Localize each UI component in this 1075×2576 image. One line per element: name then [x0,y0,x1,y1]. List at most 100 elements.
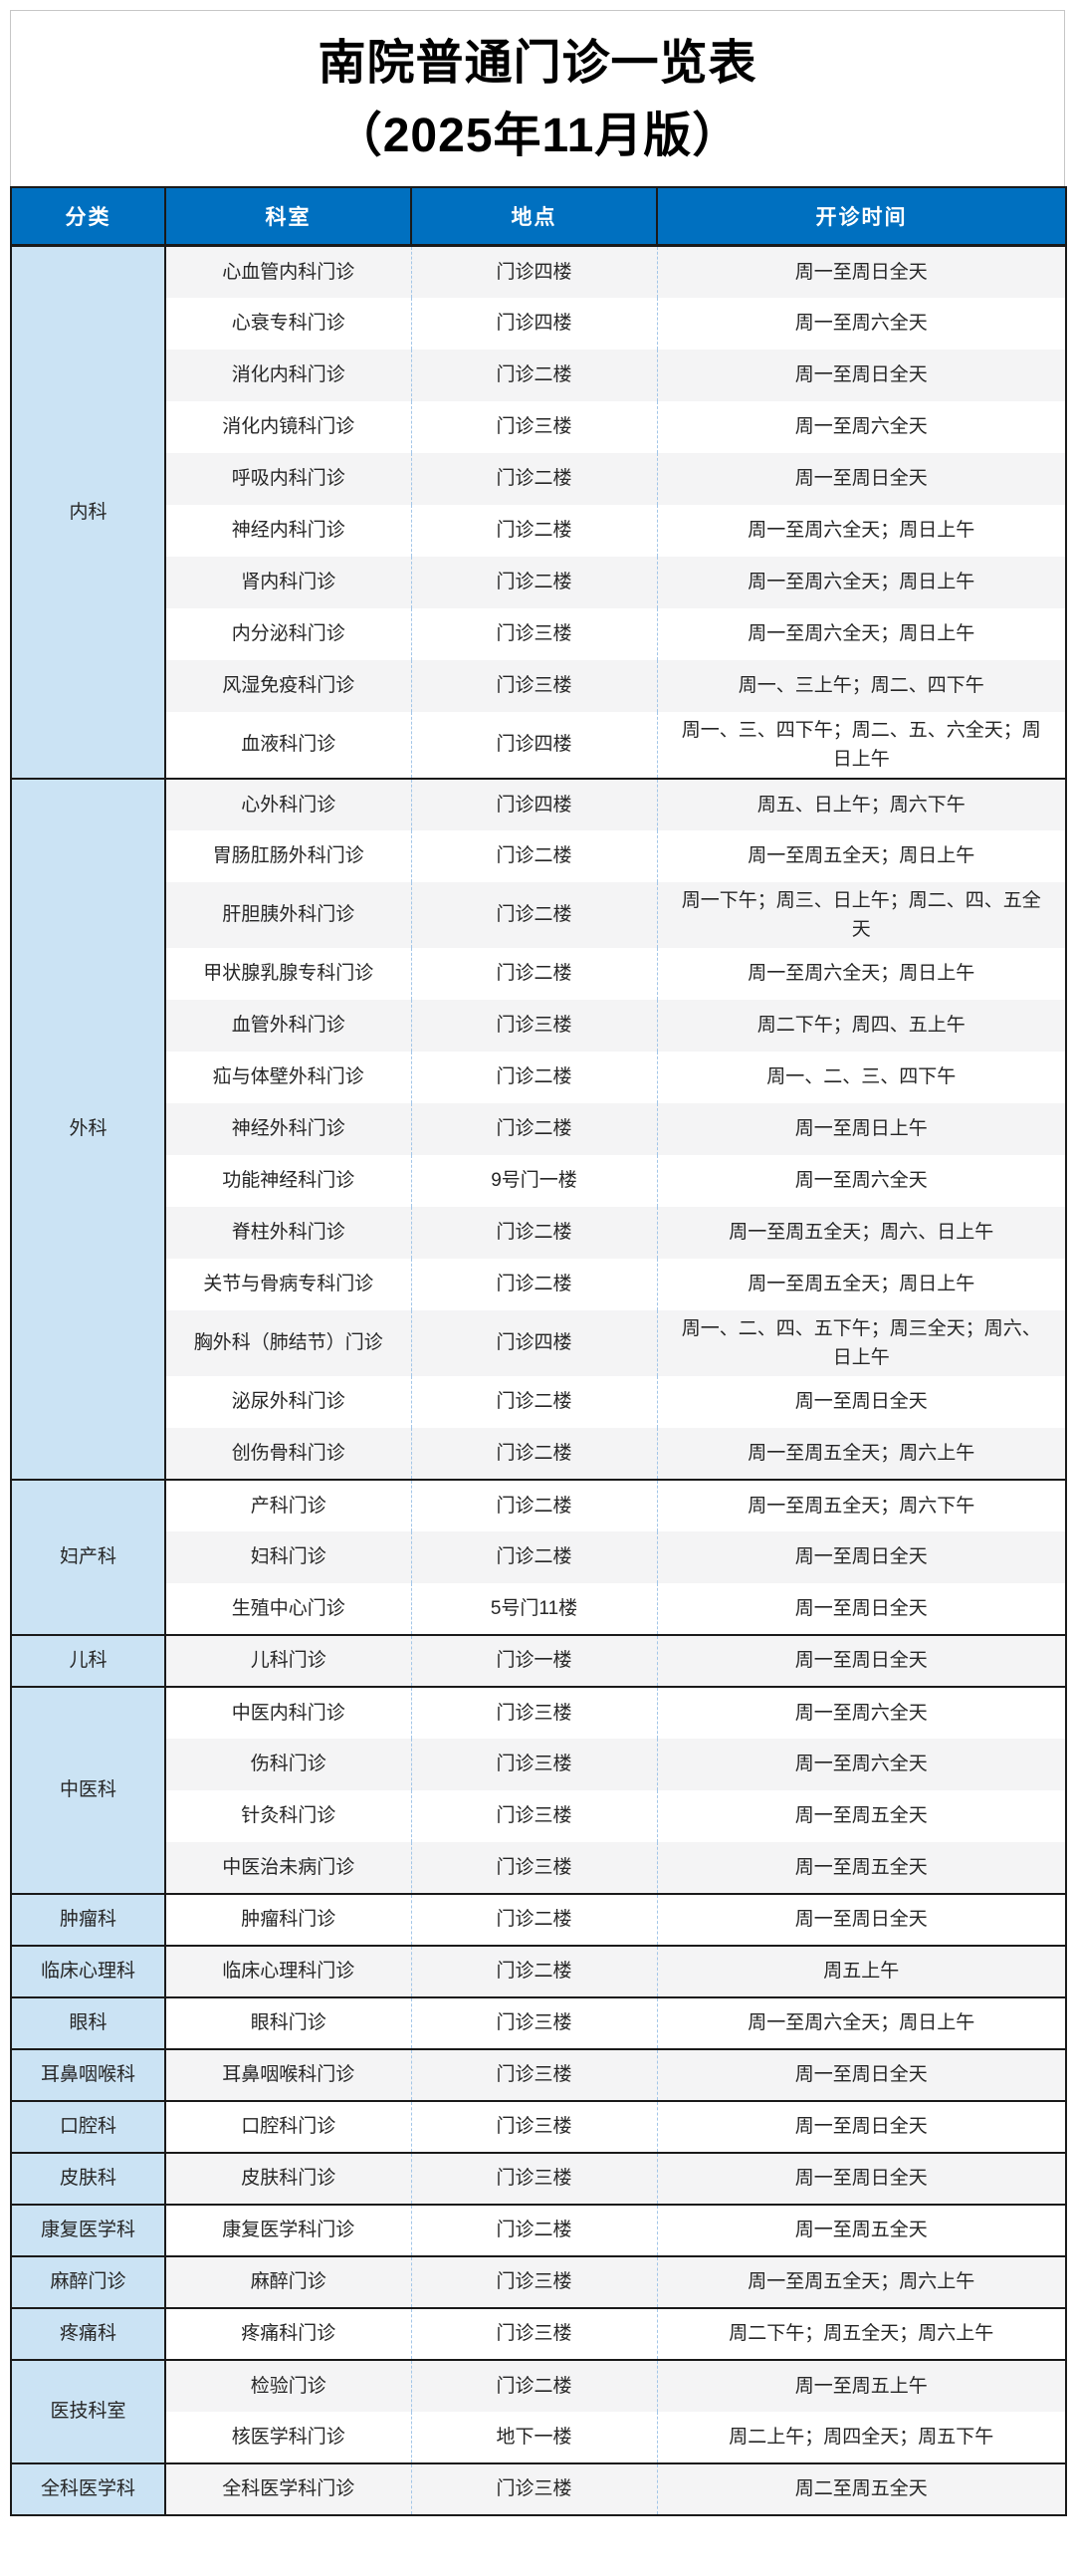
hours-cell: 周一至周六全天；周日上午 [656,607,1066,660]
department-cell: 肿瘤科门诊 [164,1892,411,1946]
hours-cell: 周一至周五全天；周日上午 [656,829,1066,882]
location-cell: 门诊二楼 [410,947,657,1000]
hours-cell: 周一至周五全天 [656,2203,1066,2256]
hours-cell: 周一至周日全天 [656,2047,1066,2101]
table-row: 疼痛科 疼痛科门诊 门诊三楼 周二下午；周五全天；周六上午 [11,2306,1066,2360]
title-block: 南院普通门诊一览表 （2025年11月版） [10,10,1065,186]
department-cell: 脊柱外科门诊 [164,1206,411,1259]
location-cell: 门诊二楼 [410,1375,657,1428]
department-cell: 消化内镜科门诊 [164,400,411,453]
location-cell: 门诊三楼 [410,400,657,453]
hours-cell: 周一至周六全天 [656,297,1066,350]
category-cell: 耳鼻咽喉科 [11,2047,165,2101]
department-cell: 产科门诊 [164,1478,411,1531]
table-row: 风湿免疫科门诊 门诊三楼 周一、三上午；周二、四下午 [11,659,1066,712]
location-cell: 门诊三楼 [410,2461,657,2515]
hours-cell: 周二至周五全天 [656,2461,1066,2515]
location-cell: 门诊三楼 [410,2254,657,2308]
table-row: 耳鼻咽喉科 耳鼻咽喉科门诊 门诊三楼 周一至周日全天 [11,2047,1066,2101]
department-cell: 胃肠肛肠外科门诊 [164,829,411,882]
department-cell: 血管外科门诊 [164,999,411,1052]
table-row: 肝胆胰外科门诊 门诊二楼 周一下午；周三、日上午；周二、四、五全天 [11,881,1066,948]
hours-cell: 周一至周六全天；周日上午 [656,1995,1066,2049]
location-cell: 门诊三楼 [410,1841,657,1894]
hours-cell: 周一至周五全天 [656,1841,1066,1894]
table-row: 妇产科 产科门诊 门诊二楼 周一至周五全天；周六下午 [11,1478,1066,1635]
department-cell: 血液科门诊 [164,711,411,779]
category-cell: 妇产科 [11,1478,165,1635]
table-row: 核医学科门诊 地下一楼 周二上午；周四全天；周五下午 [11,2411,1066,2463]
col-header-category: 分类 [10,186,166,247]
location-cell: 门诊二楼 [410,1427,657,1480]
department-cell: 针灸科门诊 [164,1789,411,1842]
clinic-table: 分类 科室 地点 开诊时间 内科 心血管内科门诊 门诊四楼 周一至周日全天 心衰专科门诊… [10,186,1067,2516]
department-cell: 胸外科（肺结节）门诊 [164,1309,411,1376]
table-row: 妇科门诊 门诊二楼 周一至周日全天 [11,1530,1066,1583]
department-cell: 功能神经科门诊 [164,1154,411,1207]
category-cell: 口腔科 [11,2099,165,2153]
department-cell: 关节与骨病专科门诊 [164,1258,411,1310]
location-cell: 门诊二楼 [410,881,657,948]
category-cell: 康复医学科 [11,2203,165,2256]
hours-cell: 周一下午；周三、日上午；周二、四、五全天 [656,881,1066,948]
location-cell: 门诊二楼 [410,1102,657,1155]
location-cell: 门诊三楼 [410,1738,657,1790]
department-cell: 消化内科门诊 [164,349,411,401]
col-header-location: 地点 [410,186,658,247]
hours-cell: 周一至周五全天；周六下午 [656,1478,1066,1531]
hours-cell: 周一、二、四、五下午；周三全天；周六、日上午 [656,1309,1066,1376]
department-cell: 肝胆胰外科门诊 [164,881,411,948]
table-row: 消化内镜科门诊 门诊三楼 周一至周六全天 [11,400,1066,453]
table-row: 肾内科门诊 门诊二楼 周一至周六全天；周日上午 [11,556,1066,608]
hours-cell: 周一至周日全天 [656,2151,1066,2205]
location-cell: 门诊二楼 [410,504,657,557]
table-row: 血液科门诊 门诊四楼 周一、三、四下午；周二、五、六全天；周日上午 [11,711,1066,779]
location-cell: 门诊二楼 [410,1478,657,1531]
table-row: 血管外科门诊 门诊三楼 周二下午；周四、五上午 [11,999,1066,1052]
hours-cell: 周一至周日全天 [656,349,1066,401]
location-cell: 门诊四楼 [410,297,657,350]
department-cell: 疼痛科门诊 [164,2306,411,2360]
table-row: 心衰专科门诊 门诊四楼 周一至周六全天 [11,297,1066,350]
table-row: 伤科门诊 门诊三楼 周一至周六全天 [11,1738,1066,1790]
department-cell: 肾内科门诊 [164,556,411,608]
table-row: 全科医学科 全科医学科门诊 门诊三楼 周二至周五全天 [11,2461,1066,2515]
category-cell: 外科 [11,777,165,1480]
hours-cell: 周一至周日全天 [656,1530,1066,1583]
hours-cell: 周一至周六全天 [656,1738,1066,1790]
location-cell: 门诊四楼 [410,1309,657,1376]
hours-cell: 周一至周日全天 [656,1582,1066,1635]
location-cell: 门诊三楼 [410,2306,657,2360]
hours-cell: 周一至周日上午 [656,1102,1066,1155]
table-row: 针灸科门诊 门诊三楼 周一至周五全天 [11,1789,1066,1842]
location-cell: 门诊二楼 [410,2358,657,2412]
department-cell: 伤科门诊 [164,1738,411,1790]
table-row: 康复医学科 康复医学科门诊 门诊二楼 周一至周五全天 [11,2203,1066,2256]
location-cell: 门诊二楼 [410,1258,657,1310]
hours-cell: 周一至周五全天；周六上午 [656,1427,1066,1480]
location-cell: 地下一楼 [410,2411,657,2463]
department-cell: 生殖中心门诊 [164,1582,411,1635]
department-cell: 呼吸内科门诊 [164,452,411,505]
table-row: 脊柱外科门诊 门诊二楼 周一至周五全天；周六、日上午 [11,1206,1066,1259]
hours-cell: 周一至周日全天 [656,1892,1066,1946]
category-cell: 麻醉门诊 [11,2254,165,2308]
category-cell: 内科 [11,244,165,779]
table-row: 创伤骨科门诊 门诊二楼 周一至周五全天；周六上午 [11,1427,1066,1480]
hours-cell: 周五上午 [656,1944,1066,1997]
table-row: 胃肠肛肠外科门诊 门诊二楼 周一至周五全天；周日上午 [11,829,1066,882]
department-cell: 风湿免疫科门诊 [164,659,411,712]
col-header-hours: 开诊时间 [656,186,1067,247]
table-row: 中医科 中医内科门诊 门诊三楼 周一至周六全天 [11,1685,1066,1894]
table-row: 麻醉门诊 麻醉门诊 门诊三楼 周一至周五全天；周六上午 [11,2254,1066,2308]
table-row: 儿科 儿科门诊 门诊一楼 周一至周日全天 [11,1633,1066,1687]
category-cell: 全科医学科 [11,2461,165,2515]
location-cell: 门诊二楼 [410,829,657,882]
location-cell: 门诊二楼 [410,556,657,608]
category-cell: 儿科 [11,1633,165,1687]
department-cell: 儿科门诊 [164,1633,411,1687]
hours-cell: 周一、三上午；周二、四下午 [656,659,1066,712]
category-cell: 临床心理科 [11,1944,165,1997]
table-row: 肿瘤科 肿瘤科门诊 门诊二楼 周一至周日全天 [11,1892,1066,1946]
department-cell: 口腔科门诊 [164,2099,411,2153]
